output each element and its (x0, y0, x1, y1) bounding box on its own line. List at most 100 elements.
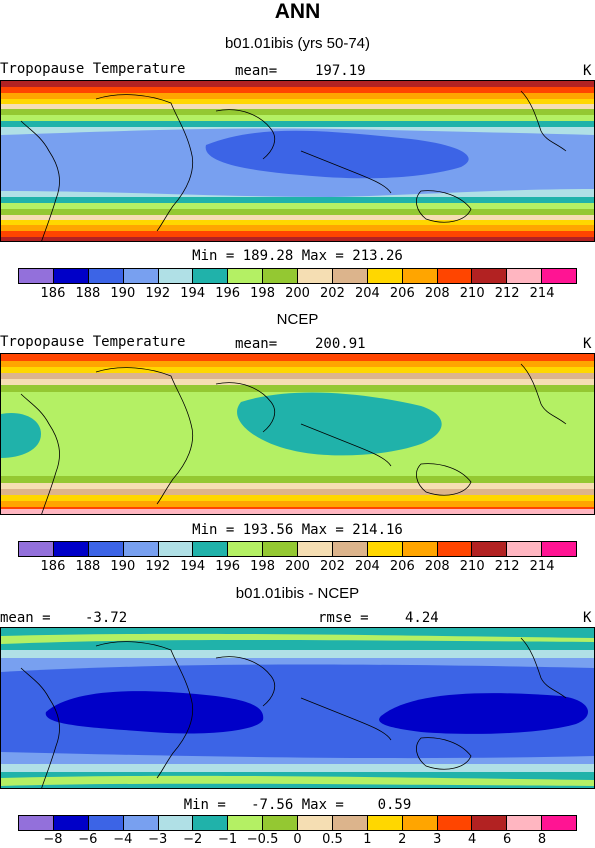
colorbar-swatch (53, 269, 89, 283)
colorbar-tick-label: 3 (433, 832, 442, 847)
colorbar-swatch (19, 269, 54, 283)
panel2-mean-label: mean= (235, 336, 278, 352)
band (205, 130, 469, 179)
colorbar-swatch (507, 816, 543, 830)
colorbar-swatch (332, 269, 368, 283)
colorbar-tick-label: 214 (529, 559, 555, 574)
panel2-colorbar (18, 541, 577, 557)
band (237, 392, 442, 456)
colorbar-tick-label: 194 (180, 286, 206, 301)
colorbar-swatch (507, 269, 543, 283)
colorbar-swatch (53, 816, 89, 830)
panel1-map (0, 80, 595, 242)
colorbar-swatch (19, 816, 54, 830)
colorbar-swatch (193, 816, 229, 830)
colorbar-tick-label: 188 (75, 286, 101, 301)
colorbar-swatch (298, 542, 333, 556)
colorbar-tick-label: −6 (78, 832, 98, 847)
colorbar-tick-label: 202 (320, 286, 345, 301)
band (45, 691, 264, 734)
panel2-colorbar-labels: 186 188 190 192 194 196 198 200 202 204 206 208 210 2… (18, 559, 577, 575)
panel2-map-svg (1, 354, 594, 514)
colorbar-swatch (367, 269, 403, 283)
panel2-units: K (583, 336, 592, 352)
colorbar-swatch (263, 542, 298, 556)
colorbar-swatch (472, 269, 508, 283)
panel3-mean-label: mean = (0, 610, 51, 626)
panel3-rmse-value: 4.24 (405, 610, 439, 626)
colorbar-tick-label: −2 (183, 832, 203, 847)
panel2-title: NCEP (276, 311, 319, 328)
colorbar-swatch (367, 542, 403, 556)
colorbar-swatch (332, 542, 368, 556)
figure-title: ANN (274, 0, 321, 23)
panel2-field-label: Tropopause Temperature (0, 334, 186, 350)
band (1, 664, 594, 759)
colorbar-swatch (542, 542, 576, 556)
panel1-field-label: Tropopause Temperature (0, 61, 186, 77)
colorbar-tick-label: 206 (389, 559, 415, 574)
panel3-min-max: Min = -7.56 Max = 0.59 (183, 797, 412, 813)
colorbar-tick-label: 212 (494, 286, 520, 301)
colorbar-swatch (542, 816, 576, 830)
colorbar-tick-label: 2 (398, 832, 407, 847)
colorbar-swatch (88, 269, 124, 283)
colorbar-tick-label: 210 (459, 559, 485, 574)
colorbar-swatch (228, 542, 264, 556)
colorbar-tick-label: −1 (218, 832, 238, 847)
panel1-mean-label: mean= (235, 63, 278, 79)
panel1-mean-value: 197.19 (315, 63, 366, 79)
colorbar-swatch (402, 542, 438, 556)
colorbar-tick-label: 196 (215, 559, 241, 574)
colorbar-swatch (507, 542, 543, 556)
panel1-map-svg (1, 81, 594, 241)
coastlines (20, 363, 567, 514)
colorbar-tick-label: −3 (148, 832, 168, 847)
panel3-mean-value: -3.72 (85, 610, 128, 626)
colorbar-tick-label: 190 (110, 286, 136, 301)
colorbar-tick-label: 208 (424, 286, 450, 301)
colorbar-tick-label: 186 (40, 559, 66, 574)
colorbar-tick-label: 200 (285, 559, 310, 574)
colorbar-tick-label: 192 (145, 559, 171, 574)
colorbar-swatch (228, 816, 264, 830)
colorbar-tick-label: −4 (113, 832, 133, 847)
colorbar-swatch (437, 816, 473, 830)
colorbar-tick-label: 192 (145, 286, 171, 301)
colorbar-swatch (542, 269, 576, 283)
colorbar-swatch (193, 269, 229, 283)
colorbar-swatch (437, 542, 473, 556)
colorbar-tick-label: 0.5 (322, 832, 343, 847)
colorbar-tick-label: 204 (354, 286, 380, 301)
colorbar-tick-label: 4 (468, 832, 477, 847)
colorbar-tick-label: 8 (537, 832, 547, 847)
panel1-title: b01.01ibis (yrs 50-74) (224, 35, 371, 52)
panel2-mean-value: 200.91 (315, 336, 366, 352)
colorbar-swatch (263, 816, 298, 830)
colorbar-tick-label: 196 (215, 286, 241, 301)
coastlines (20, 90, 567, 241)
panel3-units: K (583, 610, 592, 626)
panel3-title: b01.01ibis - NCEP (235, 585, 360, 602)
colorbar-tick-label: −0.5 (246, 832, 279, 847)
colorbar-tick-label: 198 (250, 559, 275, 574)
colorbar-swatch (332, 816, 368, 830)
colorbar-swatch (158, 816, 194, 830)
colorbar-swatch (298, 269, 333, 283)
colorbar-swatch (298, 816, 333, 830)
colorbar-swatch (123, 816, 159, 830)
colorbar-tick-label: 206 (389, 286, 415, 301)
panel3-map-svg (1, 628, 594, 788)
band (1, 633, 594, 644)
colorbar-swatch (88, 816, 124, 830)
colorbar-tick-label: 188 (75, 559, 101, 574)
colorbar-swatch (402, 816, 438, 830)
colorbar-swatch (263, 269, 298, 283)
panel3-map (0, 627, 595, 789)
panel3-rmse-label: rmse = (318, 610, 369, 626)
panel2-min-max: Min = 193.56 Max = 214.16 (192, 522, 403, 538)
colorbar-swatch (402, 269, 438, 283)
colorbar-tick-label: 204 (354, 559, 380, 574)
colorbar-tick-label: 210 (459, 286, 485, 301)
colorbar-tick-label: 1 (363, 832, 372, 847)
